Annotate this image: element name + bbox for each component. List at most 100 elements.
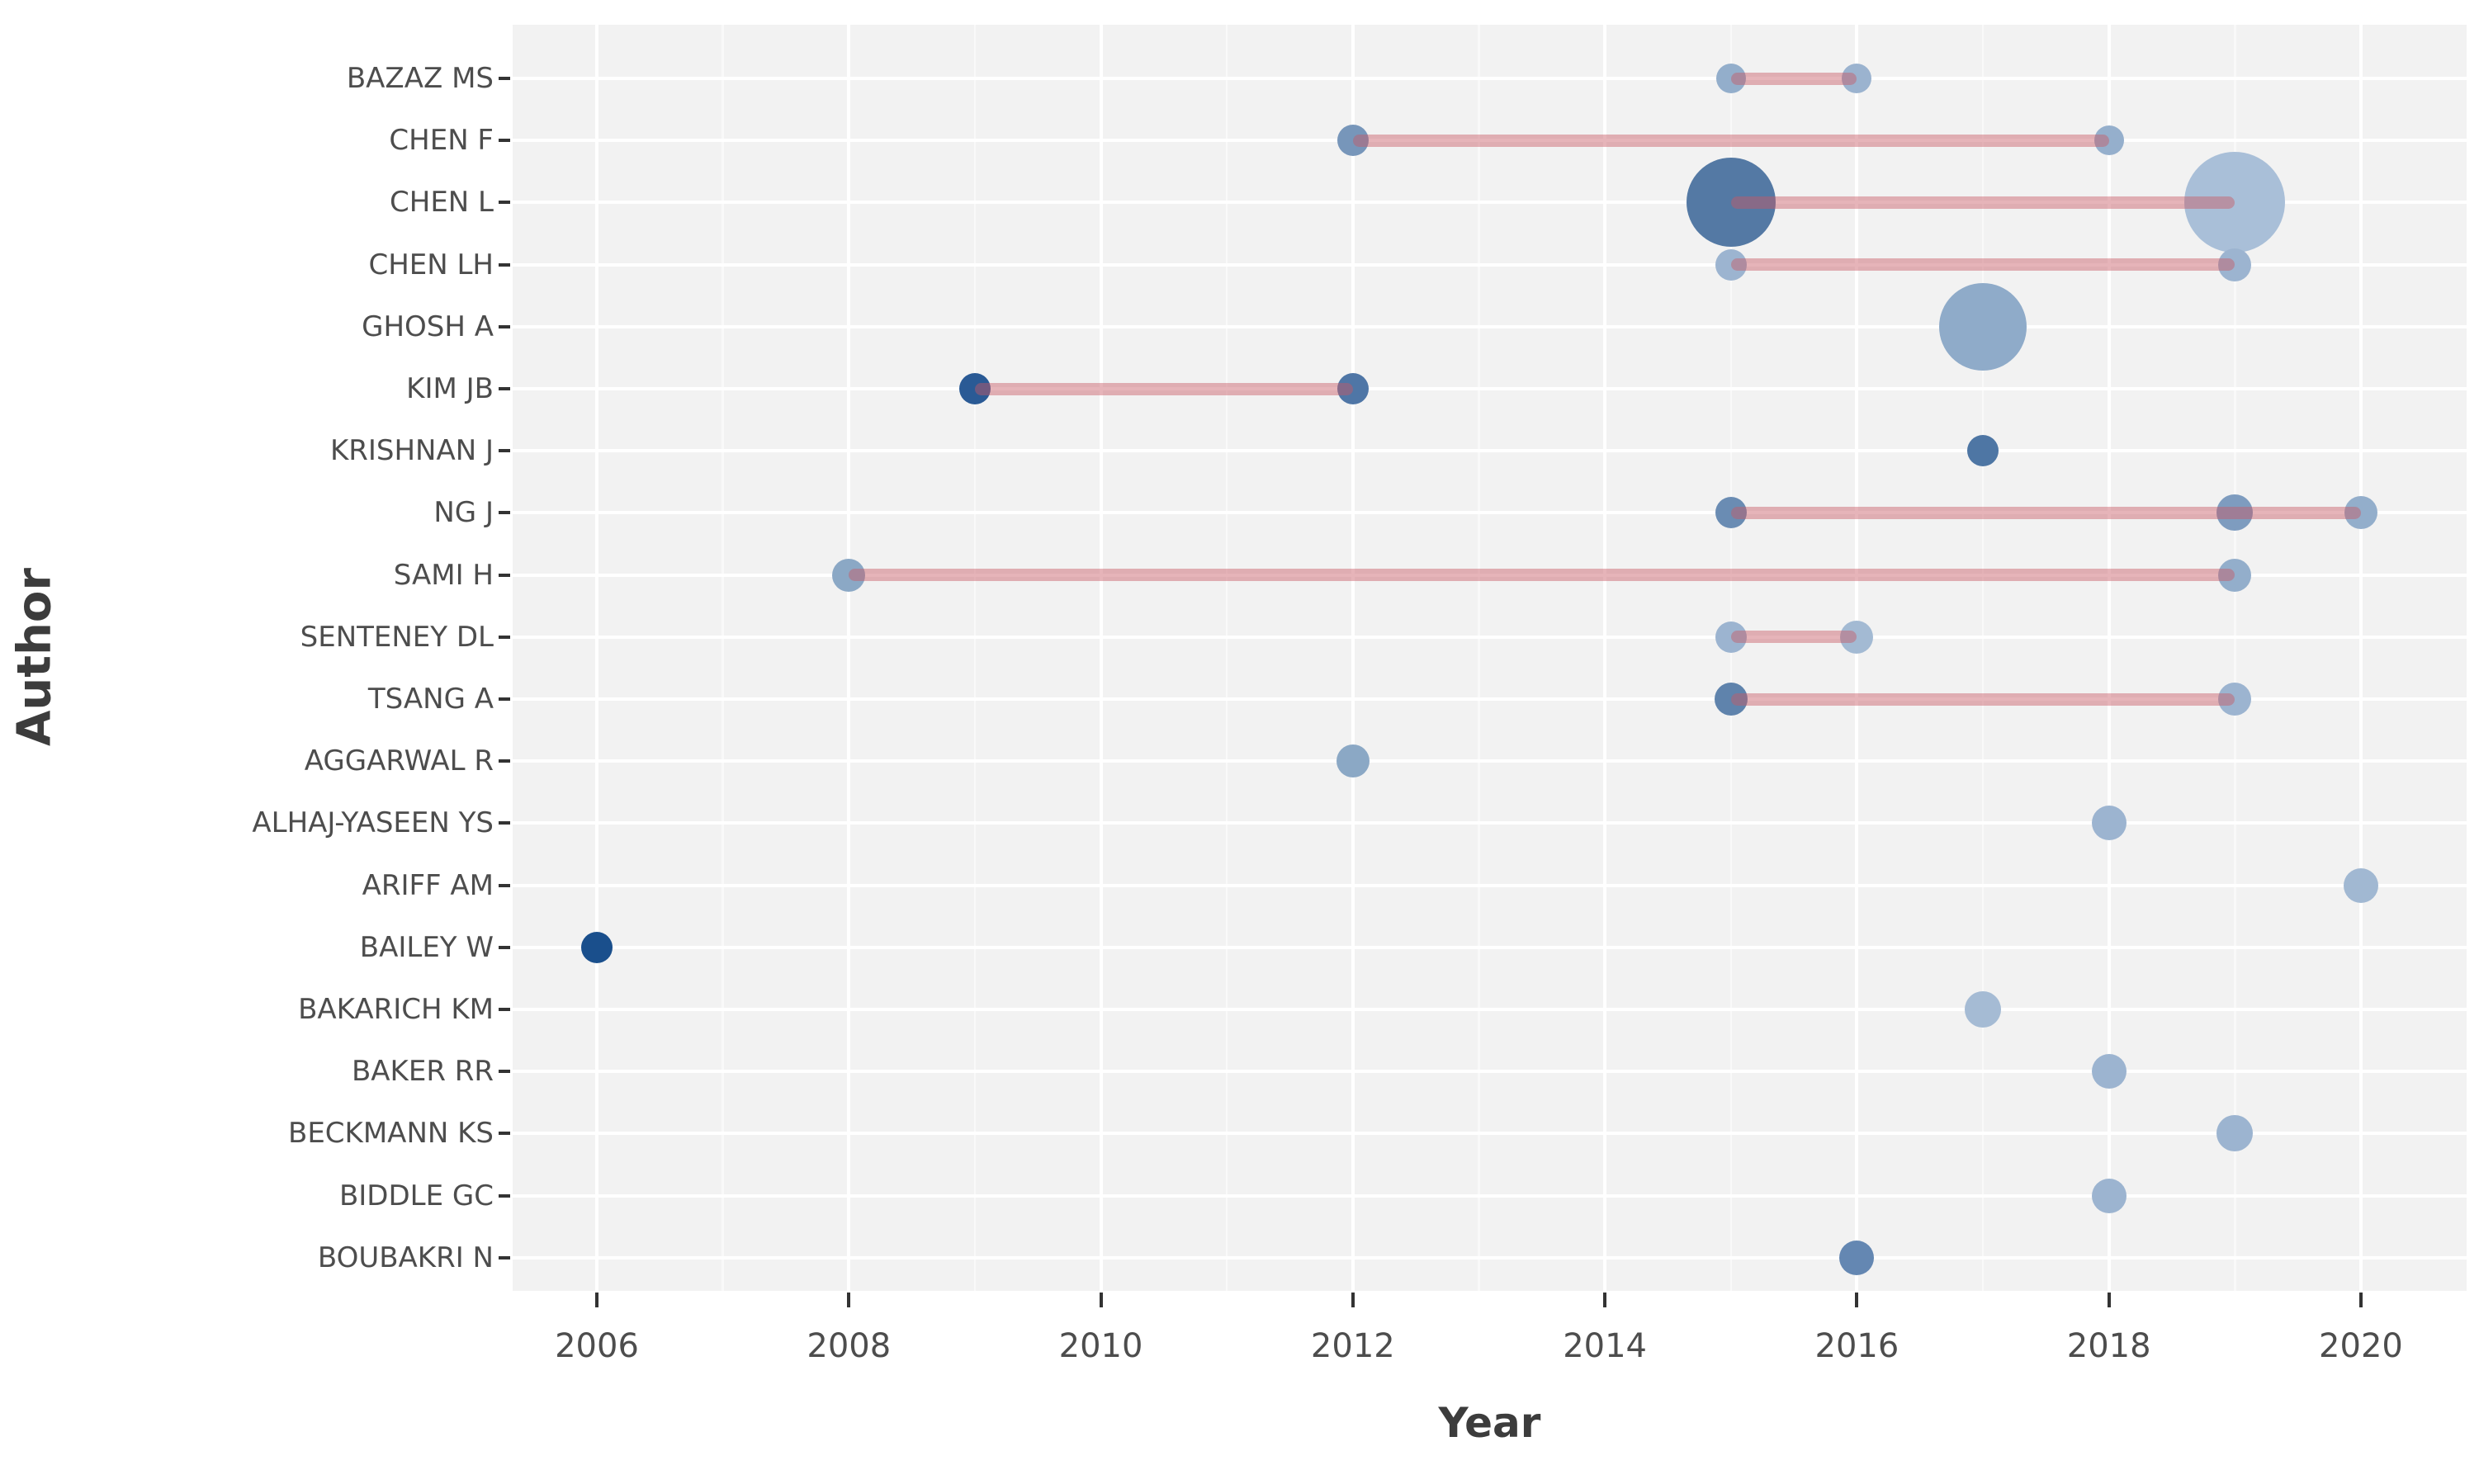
timeline-line bbox=[1730, 692, 2235, 706]
data-point bbox=[1715, 621, 1747, 653]
y-tick-label: SAMI H bbox=[393, 558, 494, 592]
data-point bbox=[2216, 1115, 2254, 1152]
y-tick-label: CHEN L bbox=[390, 186, 494, 220]
data-point bbox=[2218, 683, 2252, 716]
y-tick-label: KRISHNAN J bbox=[329, 434, 494, 468]
data-point bbox=[2344, 496, 2377, 530]
v-gridline-major bbox=[1351, 25, 1355, 1291]
data-point bbox=[1842, 64, 1872, 93]
x-tick-mark bbox=[595, 1293, 598, 1307]
v-gridline-minor bbox=[1225, 25, 1228, 1291]
data-point bbox=[2091, 1178, 2127, 1213]
y-tick-mark bbox=[499, 262, 510, 267]
y-tick-label: SENTENEY DL bbox=[300, 620, 494, 654]
h-gridline bbox=[513, 1008, 2467, 1011]
data-point bbox=[2218, 558, 2252, 592]
data-point bbox=[832, 558, 866, 592]
y-tick-mark bbox=[499, 201, 510, 205]
data-point bbox=[2216, 494, 2254, 532]
y-tick-label: TSANG A bbox=[367, 683, 494, 716]
h-gridline bbox=[513, 759, 2467, 763]
data-point bbox=[1840, 620, 1874, 654]
data-point bbox=[2091, 806, 2127, 841]
y-tick-label: GHOSH A bbox=[362, 310, 494, 343]
y-tick-label: CHEN LH bbox=[368, 248, 494, 281]
h-gridline bbox=[513, 449, 2467, 453]
data-point bbox=[1839, 1240, 1875, 1275]
h-gridline bbox=[513, 324, 2467, 328]
data-point bbox=[1939, 282, 2027, 371]
timeline-line bbox=[1730, 72, 1857, 85]
y-axis-title: Author bbox=[7, 568, 62, 746]
x-tick-mark bbox=[1855, 1293, 1859, 1307]
h-gridline bbox=[513, 697, 2467, 701]
v-gridline-major bbox=[1099, 25, 1103, 1291]
data-point bbox=[1967, 435, 1999, 467]
data-point bbox=[1336, 744, 1370, 778]
data-point bbox=[2093, 125, 2124, 156]
timeline-line bbox=[1730, 258, 2235, 272]
x-tick-label: 2016 bbox=[1814, 1327, 1899, 1365]
v-gridline-major bbox=[595, 25, 598, 1291]
v-gridline-minor bbox=[1478, 25, 1480, 1291]
v-gridline-minor bbox=[2234, 25, 2236, 1291]
h-gridline bbox=[513, 139, 2467, 143]
x-tick-mark bbox=[2107, 1293, 2111, 1307]
h-gridline bbox=[513, 77, 2467, 80]
data-point bbox=[2218, 248, 2252, 281]
data-point bbox=[581, 931, 613, 963]
x-tick-label: 2010 bbox=[1058, 1327, 1143, 1365]
v-gridline-major bbox=[1603, 25, 1607, 1291]
data-point bbox=[1336, 373, 1369, 404]
y-tick-mark bbox=[499, 1255, 510, 1260]
timeline-line bbox=[1730, 631, 1857, 644]
v-gridline-major bbox=[2358, 25, 2363, 1291]
data-point bbox=[1965, 991, 2002, 1028]
data-point bbox=[2343, 867, 2378, 903]
x-axis-title: Year bbox=[1438, 1399, 1541, 1447]
x-tick-mark bbox=[1099, 1293, 1103, 1307]
h-gridline bbox=[513, 1255, 2467, 1260]
y-tick-label: CHEN F bbox=[389, 124, 494, 158]
h-gridline bbox=[513, 387, 2467, 390]
h-gridline bbox=[513, 635, 2467, 639]
y-tick-mark bbox=[499, 77, 510, 80]
h-gridline bbox=[513, 1193, 2467, 1198]
h-gridline bbox=[513, 573, 2467, 577]
timeline-line bbox=[1730, 196, 2235, 209]
v-gridline-minor bbox=[1729, 25, 1732, 1291]
h-gridline bbox=[513, 1132, 2467, 1136]
y-tick-label: BECKMANN KS bbox=[288, 1117, 494, 1151]
plot-panel bbox=[513, 25, 2467, 1291]
y-tick-label: KIM JB bbox=[406, 372, 494, 405]
x-tick-mark bbox=[2358, 1293, 2363, 1307]
y-tick-label: NG J bbox=[433, 496, 494, 530]
data-point bbox=[1714, 683, 1748, 716]
y-tick-mark bbox=[499, 635, 510, 639]
v-gridline-major bbox=[2107, 25, 2111, 1291]
y-tick-label: ALHAJ-YASEEN YS bbox=[252, 806, 494, 840]
y-tick-mark bbox=[499, 1070, 510, 1074]
x-tick-mark bbox=[1603, 1293, 1607, 1307]
x-tick-label: 2012 bbox=[1310, 1327, 1395, 1365]
y-tick-mark bbox=[499, 759, 510, 763]
timeline-line bbox=[849, 569, 2235, 582]
x-tick-mark bbox=[847, 1293, 851, 1307]
y-tick-label: BOUBAKRI N bbox=[317, 1241, 494, 1274]
timeline-line bbox=[1352, 134, 2109, 147]
y-tick-mark bbox=[499, 139, 510, 143]
h-gridline bbox=[513, 883, 2467, 887]
h-gridline bbox=[513, 511, 2467, 515]
y-tick-mark bbox=[499, 511, 510, 515]
h-gridline bbox=[513, 201, 2467, 205]
data-point bbox=[1715, 497, 1747, 529]
y-tick-mark bbox=[499, 1132, 510, 1136]
y-tick-mark bbox=[499, 883, 510, 887]
y-tick-mark bbox=[499, 573, 510, 577]
x-tick-mark bbox=[1351, 1293, 1355, 1307]
x-tick-label: 2018 bbox=[2066, 1327, 2151, 1365]
y-tick-mark bbox=[499, 324, 510, 328]
y-tick-label: BAZAZ MS bbox=[346, 62, 494, 95]
h-gridline bbox=[513, 1070, 2467, 1074]
